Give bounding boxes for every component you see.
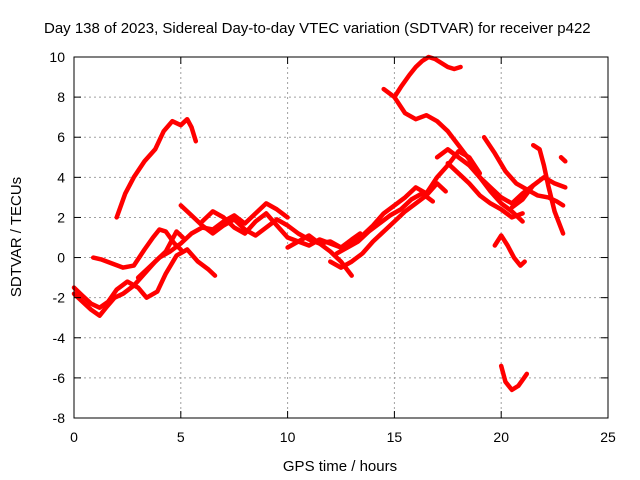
x-axis-label: GPS time / hours xyxy=(283,458,397,475)
x-tick-label-2: 10 xyxy=(280,429,296,445)
series-arc-1 xyxy=(114,116,199,220)
chart-title: Day 138 of 2023, Sidereal Day-to-day VTE… xyxy=(44,20,591,37)
x-tick-label-3: 15 xyxy=(387,429,403,445)
series-arc-18 xyxy=(558,155,568,164)
series-arc-7 xyxy=(199,209,354,278)
series-arc-9 xyxy=(328,181,448,270)
grid-lines xyxy=(74,57,608,418)
x-tick-label-5: 25 xyxy=(600,429,616,445)
series-arc-11 xyxy=(392,54,463,100)
series-arc-10 xyxy=(334,191,436,256)
x-tick-label-0: 0 xyxy=(70,429,78,445)
series-arc-12 xyxy=(381,86,525,224)
y-tick-label-6: 4 xyxy=(57,169,65,185)
series-arc-17 xyxy=(530,142,566,236)
y-tick-label-1: -6 xyxy=(53,370,66,386)
series-arc-14 xyxy=(434,147,536,206)
x-tick-label-4: 20 xyxy=(493,429,509,445)
series-arc-5 xyxy=(135,201,290,280)
y-tick-label-9: 10 xyxy=(49,49,65,65)
y-tick-label-3: -2 xyxy=(53,290,66,306)
y-tick-label-5: 2 xyxy=(57,209,65,225)
series-arc-4 xyxy=(90,227,184,270)
data-series-group xyxy=(71,54,568,393)
x-tick-label-1: 5 xyxy=(177,429,185,445)
y-tick-label-4: 0 xyxy=(57,250,65,266)
axis-ticks: 0 5 10 15 20 25 -8 -6 -4 -2 0 2 4 6 8 10 xyxy=(49,49,616,445)
series-arc-3 xyxy=(71,247,218,310)
y-tick-label-0: -8 xyxy=(53,410,66,426)
y-tick-label-8: 8 xyxy=(57,89,65,105)
plot-frame xyxy=(73,56,609,419)
y-tick-label-2: -4 xyxy=(53,330,66,346)
series-arc-20 xyxy=(498,363,530,393)
series-arc-16 xyxy=(509,175,568,210)
series-arc-13 xyxy=(445,161,525,220)
y-tick-label-7: 6 xyxy=(57,129,65,145)
y-axis-label: SDTVAR / TECUs xyxy=(8,177,25,297)
series-arc-19 xyxy=(492,233,527,268)
